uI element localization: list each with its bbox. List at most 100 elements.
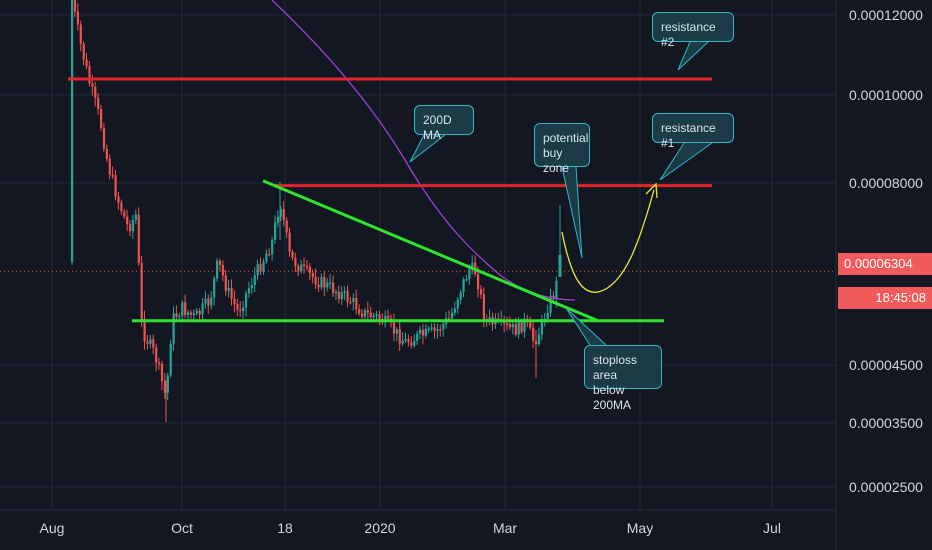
y-tick-label: 0.00008000 bbox=[849, 175, 923, 191]
x-tick-label: Mar bbox=[493, 520, 517, 536]
candle-body bbox=[424, 328, 427, 336]
candle-body bbox=[224, 275, 227, 291]
candle-body bbox=[488, 317, 491, 320]
candle-body bbox=[314, 277, 317, 285]
x-tick-label: 2020 bbox=[364, 520, 395, 536]
candle-body bbox=[218, 260, 222, 265]
candle-body bbox=[85, 59, 88, 67]
candle-body bbox=[462, 279, 465, 293]
candle-body bbox=[529, 321, 532, 328]
candle-body bbox=[540, 319, 543, 335]
candle-body bbox=[111, 174, 114, 177]
candle-body bbox=[305, 265, 309, 268]
countdown-badge: 18:45:08 bbox=[838, 287, 932, 309]
candle-body bbox=[340, 292, 343, 299]
candle-body bbox=[282, 209, 285, 221]
candle-body bbox=[329, 282, 332, 285]
candle-body bbox=[285, 220, 288, 233]
last-price-badge: 0.00006304 bbox=[838, 253, 932, 275]
candle-body bbox=[236, 304, 239, 310]
candle-body bbox=[427, 328, 430, 331]
candle-body bbox=[465, 279, 468, 281]
candle-body bbox=[137, 214, 140, 264]
candle-body bbox=[140, 263, 143, 320]
candle-body bbox=[265, 253, 268, 262]
candle-body bbox=[129, 224, 132, 232]
candle-body bbox=[114, 175, 117, 197]
candle-body bbox=[511, 324, 514, 328]
candle-body bbox=[398, 329, 401, 344]
candle-body bbox=[433, 327, 436, 331]
x-tick-label: Jul bbox=[763, 520, 781, 536]
candle-body bbox=[395, 329, 398, 334]
candle-body bbox=[247, 288, 251, 294]
candle-body bbox=[366, 310, 369, 313]
candle-body bbox=[453, 308, 456, 313]
candle-body bbox=[97, 97, 100, 109]
candle-body bbox=[355, 298, 358, 310]
candle-body bbox=[450, 312, 454, 319]
x-tick-label: Oct bbox=[171, 520, 193, 536]
candle-body bbox=[523, 318, 526, 332]
candle-body bbox=[187, 312, 190, 316]
candle-body bbox=[552, 295, 555, 300]
candle-body bbox=[508, 324, 512, 328]
callout-buy-zone: potential buy zone bbox=[534, 123, 590, 175]
candle-body bbox=[126, 216, 129, 225]
candle-body bbox=[308, 266, 311, 274]
candle-body bbox=[549, 295, 552, 313]
candle-body bbox=[192, 313, 195, 315]
callout-200d-ma: 200D MA bbox=[414, 105, 474, 142]
candle-body bbox=[227, 287, 230, 291]
candle-body bbox=[239, 309, 242, 312]
candle-body bbox=[332, 282, 335, 293]
candle-body bbox=[401, 340, 404, 344]
candle-body bbox=[230, 287, 233, 299]
candle-body bbox=[343, 291, 346, 293]
candle-body bbox=[439, 329, 442, 331]
candle-body bbox=[207, 298, 210, 306]
candle-body bbox=[471, 262, 474, 270]
candle-body bbox=[163, 381, 166, 393]
candle-body bbox=[76, 11, 79, 25]
candle-body bbox=[555, 280, 558, 300]
candle-body bbox=[169, 343, 172, 376]
candle-body bbox=[456, 299, 459, 309]
candle-body bbox=[468, 269, 471, 280]
candle-body bbox=[349, 301, 352, 304]
candle-body bbox=[271, 239, 274, 255]
candle-body bbox=[459, 292, 462, 300]
callout-pointer bbox=[561, 166, 583, 259]
candle-body bbox=[195, 310, 198, 314]
candle-body bbox=[198, 310, 201, 315]
candle-body bbox=[346, 291, 349, 302]
candle-body bbox=[233, 298, 236, 305]
candle-body bbox=[146, 341, 149, 344]
candle-body bbox=[297, 266, 300, 272]
candle-body bbox=[204, 298, 207, 304]
candle-body bbox=[94, 86, 97, 98]
candle-body bbox=[421, 329, 425, 336]
candle-body bbox=[184, 302, 187, 316]
candle-body bbox=[152, 339, 155, 348]
downtrend-line bbox=[262, 179, 599, 323]
callout-pointer bbox=[409, 134, 446, 163]
candle-body bbox=[442, 323, 445, 330]
callout-resistance-2: resistance #2 bbox=[652, 12, 734, 49]
candle-body bbox=[532, 327, 535, 341]
candle-body bbox=[262, 261, 265, 272]
candle-body bbox=[91, 83, 94, 87]
candle-body bbox=[108, 158, 111, 175]
y-tick-label: 0.00002500 bbox=[849, 479, 923, 495]
candle-body bbox=[276, 216, 280, 223]
candle-body bbox=[372, 315, 375, 318]
candle-body bbox=[201, 303, 204, 315]
candle-body bbox=[213, 278, 216, 298]
candle-body bbox=[131, 219, 135, 232]
candle-body bbox=[300, 264, 303, 272]
candle-body bbox=[537, 334, 541, 345]
candle-body bbox=[123, 211, 126, 217]
candle-body bbox=[221, 264, 224, 276]
